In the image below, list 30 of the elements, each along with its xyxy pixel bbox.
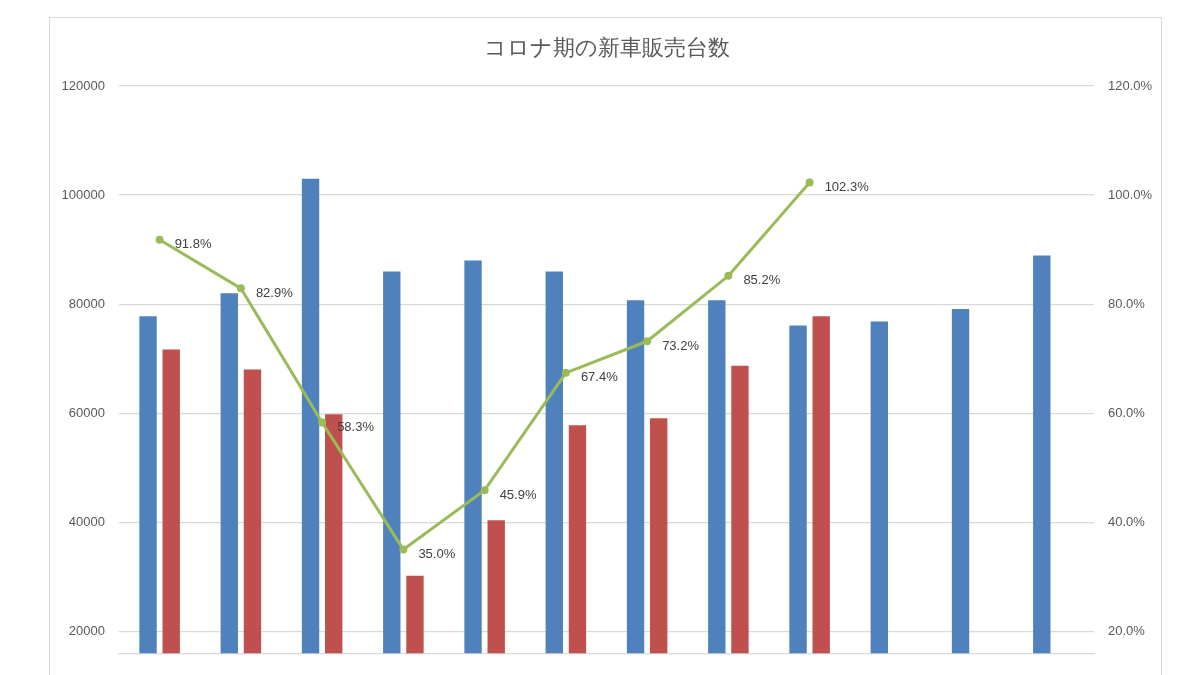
y2-tick-label: 60.0% — [1108, 404, 1146, 420]
data-label: 35.0% — [418, 546, 456, 562]
y2-tick-label: 80.0% — [1108, 295, 1146, 311]
point — [236, 284, 245, 293]
y-tick-label: 60000 — [68, 404, 105, 420]
chart-title: コロナ期の新車販売台数 — [482, 34, 731, 62]
data-label: 82.9% — [255, 284, 294, 300]
data-label: 73.2% — [662, 337, 700, 353]
point — [399, 545, 408, 554]
point — [155, 235, 164, 244]
y2-tick-label: 120.0% — [1108, 77, 1153, 93]
y-tick-label: 20000 — [68, 622, 105, 638]
y-tick-label: 80000 — [68, 295, 105, 311]
y-tick-label: 100000 — [61, 186, 105, 202]
data-label: 91.8% — [174, 236, 212, 252]
point — [480, 486, 489, 495]
point — [318, 418, 327, 427]
y-tick-label: 120000 — [61, 77, 105, 93]
point — [643, 337, 652, 346]
data-label: 45.9% — [499, 486, 537, 502]
data-label: 67.4% — [580, 369, 619, 385]
data-label: 85.2% — [743, 272, 781, 288]
y2-tick-label: 40.0% — [1108, 513, 1146, 529]
point — [561, 368, 570, 377]
data-label: 102.3% — [824, 179, 870, 195]
y-tick-label: 40000 — [68, 513, 105, 529]
y2-tick-label: 100.0% — [1108, 186, 1153, 202]
point — [724, 271, 733, 280]
point — [805, 178, 814, 187]
y2-tick-label: 20.0% — [1108, 622, 1146, 638]
